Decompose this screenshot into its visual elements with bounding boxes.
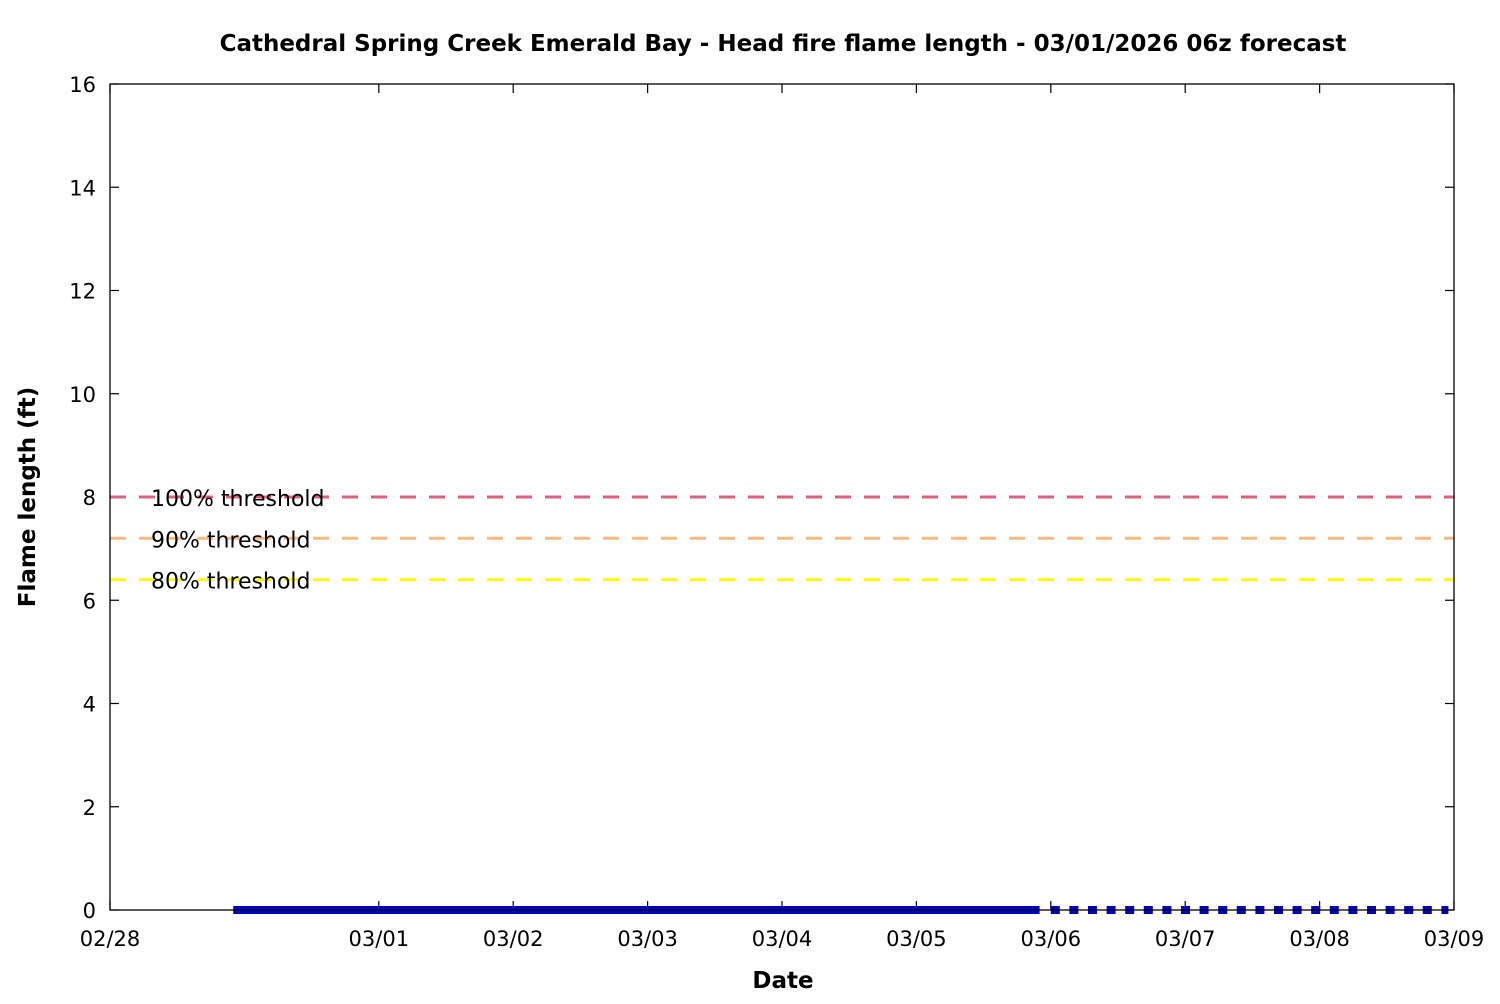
x-tick-label: 03/09 [1424, 927, 1485, 951]
y-axis-label: Flame length (ft) [15, 387, 41, 607]
x-tick-label: 02/28 [80, 927, 141, 951]
y-tick-label: 2 [83, 796, 96, 820]
y-tick-label: 16 [69, 73, 96, 97]
y-tick-label: 14 [69, 176, 96, 200]
x-tick-label: 03/06 [1021, 927, 1082, 951]
x-tick-label: 03/08 [1289, 927, 1350, 951]
x-tick-label: 03/07 [1155, 927, 1216, 951]
y-tick-label: 10 [69, 383, 96, 407]
chart-title: Cathedral Spring Creek Emerald Bay - Hea… [220, 31, 1347, 57]
x-tick-label: 03/03 [617, 927, 678, 951]
y-tick-label: 12 [69, 280, 96, 304]
y-tick-label: 4 [83, 693, 96, 717]
y-tick-label: 6 [83, 589, 96, 613]
x-axis-label: Date [752, 968, 813, 994]
x-tick-label: 03/01 [349, 927, 410, 951]
x-tick-label: 03/05 [886, 927, 947, 951]
threshold-label: 80% threshold [151, 570, 311, 595]
plot-frame [109, 83, 1455, 911]
y-tick-label: 8 [83, 486, 96, 510]
threshold-label: 90% threshold [151, 528, 311, 553]
y-tick-label: 0 [83, 899, 96, 923]
threshold-label: 100% threshold [151, 487, 325, 512]
x-tick-label: 03/04 [752, 927, 813, 951]
x-tick-label: 03/02 [483, 927, 544, 951]
